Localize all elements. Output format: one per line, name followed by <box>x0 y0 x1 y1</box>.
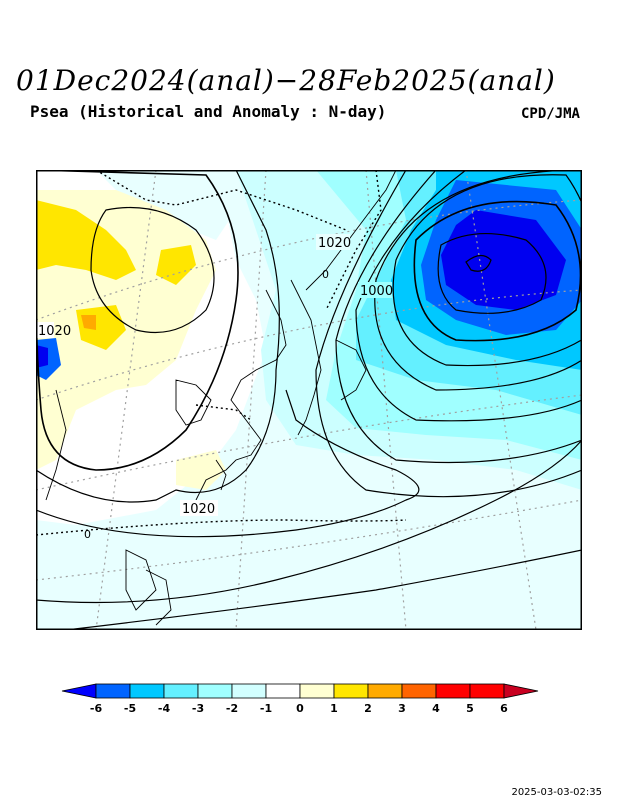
colorbar-tick-label: -4 <box>158 702 171 715</box>
colorbar-box <box>299 683 335 699</box>
colorbar-tick-label: 6 <box>500 702 508 715</box>
colorbar-tick-label: -3 <box>192 702 204 715</box>
isobars <box>36 170 582 630</box>
colorbar-box <box>469 683 505 699</box>
colorbar-box <box>333 683 369 699</box>
colorbar-box <box>95 683 131 699</box>
colorbar-tick-label: -5 <box>124 702 136 715</box>
contour-label-zero-south: 0 <box>84 528 91 541</box>
coastlines <box>45 170 397 626</box>
colorbar: -6 -5 -4 -3 -2 -1 0 1 2 3 4 5 6 <box>61 683 539 715</box>
map-frame <box>36 170 582 630</box>
colorbar-tick-label: 1 <box>330 702 338 715</box>
colorbar-tick-label: 0 <box>296 702 304 715</box>
map-grid <box>36 170 582 630</box>
colorbar-tick-label: -1 <box>260 702 272 715</box>
chart-subtitle: Psea (Historical and Anomaly : N-day) <box>30 102 387 121</box>
colorbar-box <box>367 683 403 699</box>
colorbar-arrow-right <box>503 683 539 699</box>
colorbar-box <box>265 683 301 699</box>
pressure-map: 1020 1000 1020 1020 0 0 <box>36 170 582 630</box>
anomaly-area-west-negative-b <box>36 345 48 368</box>
colorbar-tick-label: 2 <box>364 702 372 715</box>
zero-anomaly-contours <box>36 170 407 536</box>
colorbar-box <box>435 683 471 699</box>
contour-label-1020-north: 1020 <box>318 236 351 251</box>
colorbar-box <box>231 683 267 699</box>
colorbar-tick-label: 3 <box>398 702 406 715</box>
anomaly-area-minus1-b <box>96 170 236 240</box>
chart-title: 01Dec2024(anal)−28Feb2025(anal) <box>16 64 556 97</box>
anomaly-area-plus3 <box>81 315 96 330</box>
anomaly-area-plus2 <box>36 200 136 280</box>
colorbar-tick-label: 5 <box>466 702 474 715</box>
colorbar-tick-label: 4 <box>432 702 440 715</box>
contour-labels: 1020 1000 1020 1020 0 0 <box>36 234 393 541</box>
contour-label-1020-west: 1020 <box>38 324 71 339</box>
timestamp: 2025-03-03-02:35 <box>511 787 602 798</box>
colorbar-arrow-left <box>61 683 97 699</box>
colorbar-box <box>401 683 437 699</box>
contour-label-1020-south: 1020 <box>182 502 215 517</box>
colorbar-box <box>197 683 233 699</box>
colorbar-box <box>129 683 165 699</box>
anomaly-area-plus1-b <box>176 450 226 490</box>
colorbar-tick-label: -6 <box>90 702 103 715</box>
colorbar-box <box>163 683 199 699</box>
source-label: CPD/JMA <box>520 106 580 122</box>
contour-label-zero-north: 0 <box>322 268 329 281</box>
colorbar-tick-label: -2 <box>226 702 238 715</box>
contour-label-1000: 1000 <box>360 284 393 299</box>
anomaly-area-plus2-b <box>156 245 196 285</box>
